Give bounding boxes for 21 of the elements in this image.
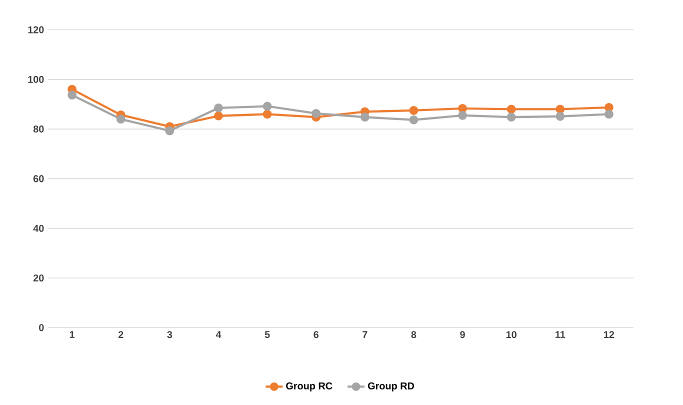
x-tick-label: 9 [460, 331, 465, 338]
x-tick-label: 10 [506, 331, 516, 338]
x-tick-label: 8 [411, 331, 416, 338]
legend-label: Group RC [286, 382, 332, 392]
x-tick-label: 3 [167, 331, 172, 338]
y-tick-label: 60 [33, 175, 44, 182]
y-tick-label: 20 [33, 274, 44, 282]
x-tick-label: 5 [264, 331, 270, 338]
y-tick-label: 100 [28, 76, 44, 83]
x-tick-label: 2 [118, 331, 124, 338]
x-tick-label: 7 [362, 331, 368, 338]
x-tick-label: 4 [216, 331, 222, 338]
x-tick-label: 11 [556, 331, 566, 338]
x-tick-label: 1 [70, 331, 75, 338]
y-tick-label: 0 [39, 324, 44, 332]
y-tick-label: 120 [28, 26, 44, 34]
x-tick-label: 12 [604, 331, 614, 338]
y-tick-label: 40 [33, 224, 44, 232]
y-tick-label: 80 [33, 126, 44, 133]
legend-label: Group RD [368, 382, 414, 392]
x-tick-label: 6 [314, 331, 319, 338]
